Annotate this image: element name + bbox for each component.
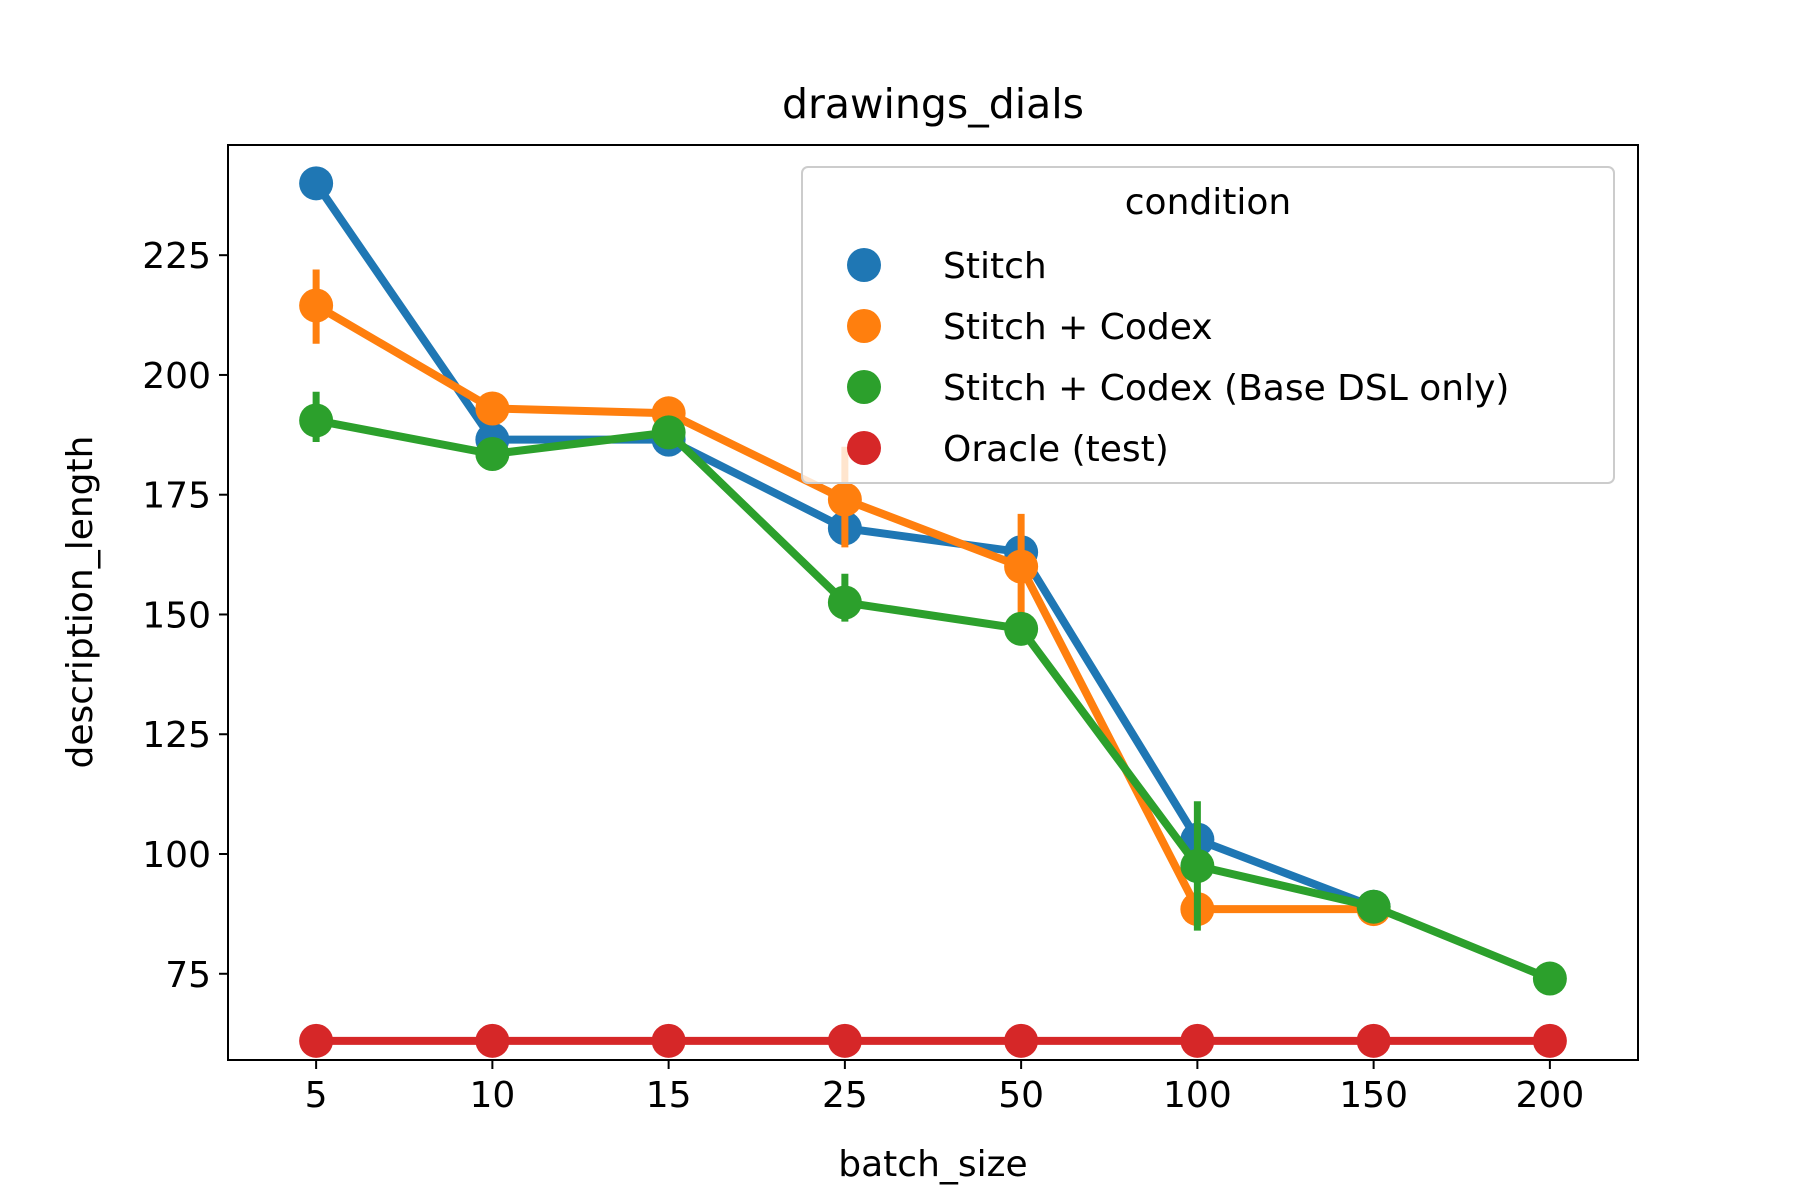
legend-item: Stitch xyxy=(847,246,1047,287)
data-point xyxy=(1180,848,1215,883)
data-point xyxy=(299,1023,334,1058)
legend-marker xyxy=(847,431,881,465)
data-point xyxy=(1532,961,1567,996)
data-point xyxy=(1532,1023,1567,1058)
data-point xyxy=(299,166,334,201)
data-point xyxy=(827,1023,862,1058)
series-stitch-codex-base-dsl-only xyxy=(299,391,1567,996)
legend-marker xyxy=(847,309,881,343)
legend-marker xyxy=(847,370,881,404)
data-point xyxy=(475,1023,510,1058)
legend-title: condition xyxy=(1125,182,1291,223)
data-point xyxy=(1004,549,1039,584)
series-oracle-test xyxy=(299,1023,1567,1058)
y-tick-label: 100 xyxy=(142,835,211,876)
plot-frame xyxy=(227,144,1639,1061)
legend-items: Stitch Stitch + Codex Stitch + Codex (Base… xyxy=(847,246,1509,470)
data-point xyxy=(1180,1023,1215,1058)
legend-item: Stitch + Codex xyxy=(847,307,1213,348)
y-tick-label: 175 xyxy=(142,476,211,517)
x-tick-label: 50 xyxy=(998,1075,1044,1116)
legend: condition Stitch Stitch + Codex Stitch + C… xyxy=(801,166,1615,484)
x-tick-label: 100 xyxy=(1163,1075,1232,1116)
data-point xyxy=(475,391,510,426)
data-point xyxy=(1004,1023,1039,1058)
data-point xyxy=(1356,1023,1391,1058)
data-point xyxy=(827,482,862,517)
y-tick-label: 225 xyxy=(142,236,211,277)
chart-title: drawings_dials xyxy=(782,80,1084,128)
legend-item: Oracle (test) xyxy=(847,429,1169,470)
y-tick-label: 125 xyxy=(142,715,211,756)
x-tick-label: 200 xyxy=(1516,1075,1585,1116)
data-point xyxy=(1004,611,1039,646)
y-axis-label: description_length xyxy=(60,436,101,769)
data-point xyxy=(1356,889,1391,924)
legend-label: Stitch + Codex xyxy=(943,307,1213,348)
y-axis: 75 100 125 150 175 200 225 xyxy=(142,236,228,996)
legend-label: Stitch + Codex (Base DSL only) xyxy=(943,368,1509,409)
legend-label: Oracle (test) xyxy=(943,429,1169,470)
series-line xyxy=(312,416,1554,983)
series-layer xyxy=(299,166,1567,1058)
legend-box xyxy=(801,166,1615,484)
data-point xyxy=(651,415,686,450)
data-point xyxy=(299,288,334,323)
x-axis: 5 10 15 25 50 100 150 200 xyxy=(305,1060,1585,1116)
legend-marker xyxy=(847,248,881,282)
legend-item: Stitch + Codex (Base DSL only) xyxy=(847,368,1509,409)
legend-label: Stitch xyxy=(943,246,1047,287)
data-point xyxy=(827,585,862,620)
y-tick-label: 200 xyxy=(142,356,211,397)
x-tick-label: 150 xyxy=(1339,1075,1408,1116)
data-point xyxy=(475,436,510,471)
x-tick-label: 10 xyxy=(469,1075,515,1116)
y-tick-label: 75 xyxy=(165,955,211,996)
x-tick-label: 5 xyxy=(305,1075,328,1116)
x-tick-label: 25 xyxy=(822,1075,868,1116)
data-point xyxy=(651,1023,686,1058)
data-point xyxy=(299,403,334,438)
y-tick-label: 150 xyxy=(142,595,211,636)
x-axis-label: batch_size xyxy=(838,1144,1027,1185)
x-tick-label: 15 xyxy=(646,1075,692,1116)
